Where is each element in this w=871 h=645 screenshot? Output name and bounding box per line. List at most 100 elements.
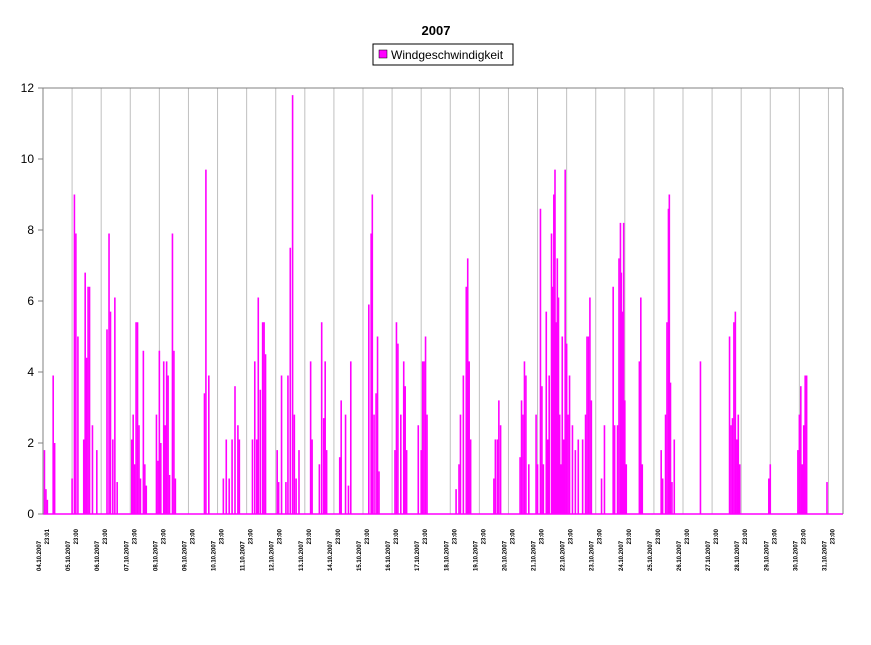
legend-box [372,43,514,66]
x-tick-date: 15.10.2007 [357,540,363,571]
y-tick-label: 12 [21,81,35,95]
x-tick-date: 31.10.2007 [822,540,828,571]
x-tick-time: 23:00 [336,528,342,544]
x-tick-date: 20.10.2007 [502,540,508,571]
x-tick-time: 23:00 [423,528,429,544]
x-tick-time: 23:00 [627,528,633,544]
x-tick-date: 14.10.2007 [328,540,334,571]
x-tick-date: 08.10.2007 [153,540,159,571]
x-tick-time: 23:00 [772,528,778,544]
x-tick-time: 23:00 [132,528,138,544]
x-tick-date: 11.10.2007 [241,541,247,571]
x-tick-time: 23:00 [743,528,749,544]
x-tick-date: 05.10.2007 [66,540,72,571]
x-tick-date: 16.10.2007 [386,540,392,571]
x-tick-date: 29.10.2007 [764,540,770,571]
x-tick-time: 23:00 [656,528,662,544]
x-tick-time: 23:00 [452,528,458,544]
x-tick-date: 10.10.2007 [212,540,218,571]
x-tick-date: 30.10.2007 [793,540,799,571]
x-tick-date: 27.10.2007 [706,540,712,571]
x-tick-time: 23:00 [685,528,691,544]
x-tick-date: 26.10.2007 [677,540,683,571]
x-tick-date: 28.10.2007 [735,540,741,571]
x-tick-date: 17.10.2007 [415,540,421,571]
x-tick-date: 18.10.2007 [444,540,450,571]
x-tick-time: 23:00 [569,528,575,544]
data-series [43,95,843,515]
x-tick-time: 23:00 [161,528,167,544]
chart-title: 2007 [422,23,451,38]
x-tick-date: 22.10.2007 [561,540,567,571]
x-tick-time: 23:00 [540,528,546,544]
x-axis-ticks: 04.10.200723:0105.10.200723:0006.10.2007… [37,528,836,571]
x-tick-time: 23:00 [103,528,109,544]
x-tick-time: 23:00 [801,528,807,544]
x-tick-date: 13.10.2007 [299,540,305,571]
x-tick-time: 23:00 [190,528,196,544]
x-tick-date: 06.10.2007 [95,540,101,571]
x-tick-time: 23:01 [45,528,51,544]
legend: Windgeschwindigkeit [372,43,514,66]
x-tick-time: 23:00 [307,528,313,544]
legend-label: Windgeschwindigkeit [391,48,504,62]
x-tick-date: 19.10.2007 [473,540,479,571]
x-tick-time: 23:00 [598,528,604,544]
y-tick-label: 10 [21,152,35,166]
x-tick-date: 24.10.2007 [619,540,625,571]
x-tick-time: 23:00 [394,528,400,544]
x-tick-time: 23:00 [365,528,371,544]
y-tick-label: 6 [27,294,34,308]
x-tick-date: 04.10.2007 [37,540,43,571]
x-tick-time: 23:00 [481,528,487,544]
x-tick-time: 23:00 [714,528,720,544]
legend-swatch [378,49,388,59]
x-tick-date: 25.10.2007 [648,540,654,571]
x-tick-time: 23:00 [510,528,516,544]
y-axis-ticks: 0 2 4 6 8 10 12 [21,81,43,521]
y-tick-label: 8 [27,223,34,237]
grid-lines [71,88,829,514]
y-tick-label: 2 [27,436,34,450]
x-tick-time: 23:00 [220,528,226,544]
y-tick-label: 0 [27,507,34,521]
y-tick-label: 4 [27,365,34,379]
x-tick-time: 23:00 [278,528,284,544]
x-tick-date: 12.10.2007 [270,540,276,571]
x-tick-date: 21.10.2007 [532,540,538,571]
x-tick-date: 09.10.2007 [182,540,188,571]
x-tick-time: 23:00 [74,528,80,544]
x-tick-time: 23:00 [249,528,255,544]
x-tick-date: 07.10.2007 [124,540,130,571]
x-tick-time: 23:00 [830,528,836,544]
